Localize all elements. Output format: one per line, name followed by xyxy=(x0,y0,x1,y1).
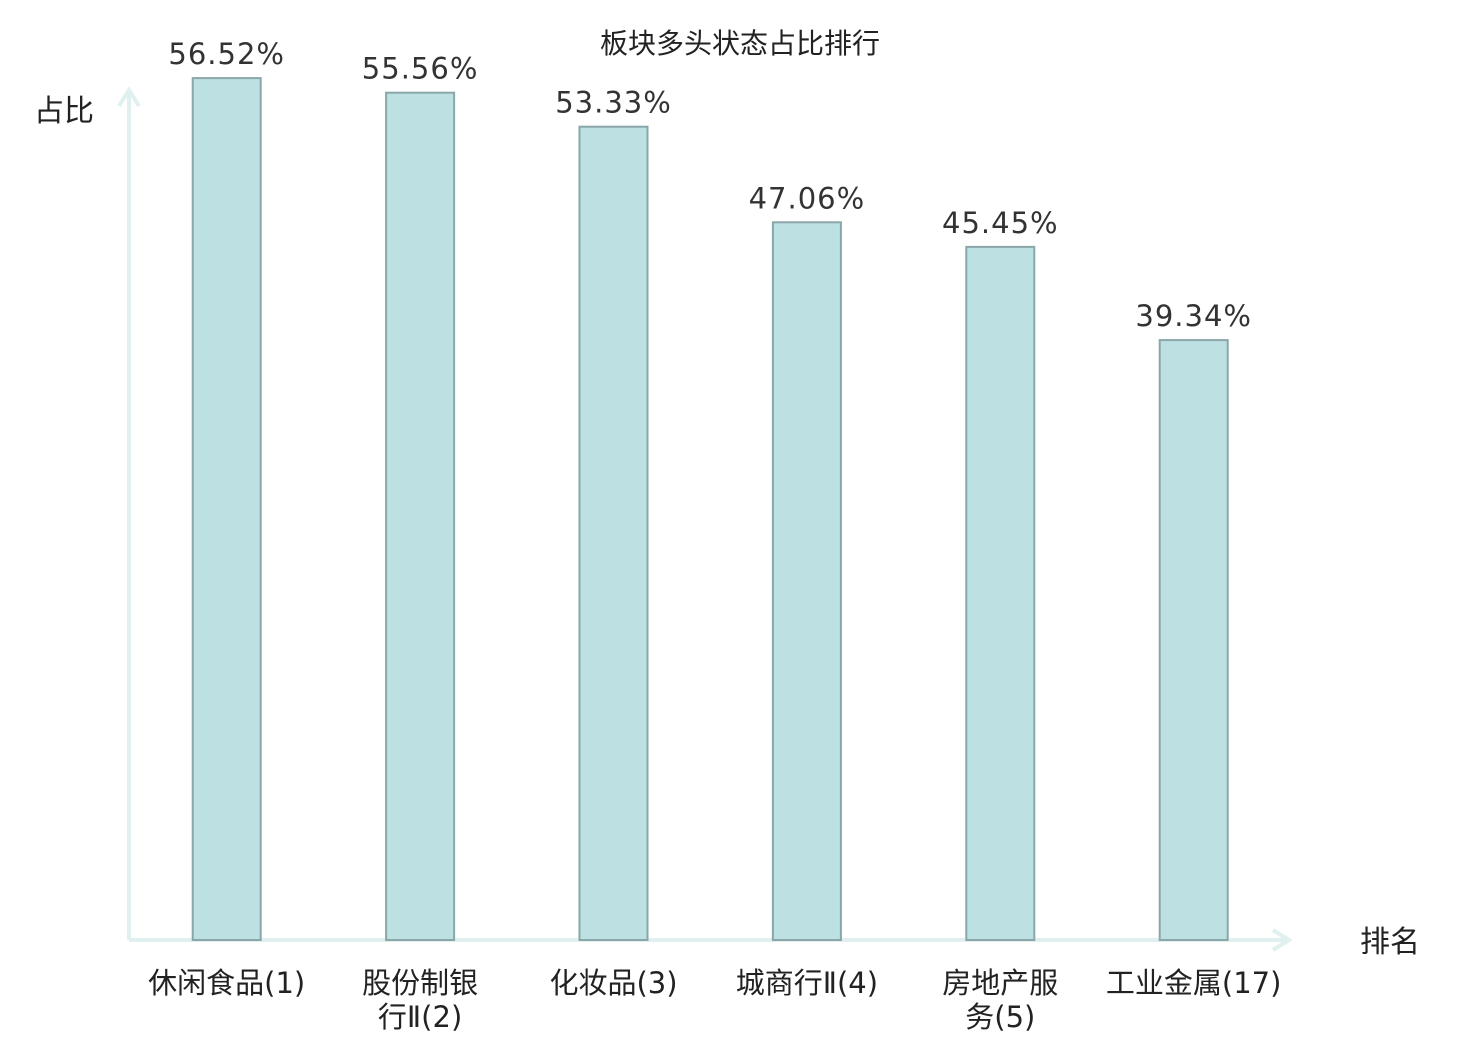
category-label-3: 化妆品(3) xyxy=(549,966,677,1000)
bar-6 xyxy=(1158,339,1229,942)
y-axis-label: 占比 xyxy=(34,94,94,129)
category-label-2-line-2: 行Ⅱ(2) xyxy=(378,1000,462,1034)
category-label-6: 工业金属(17) xyxy=(1106,966,1282,1000)
value-label-1: 56.52% xyxy=(168,37,285,71)
bar-1 xyxy=(191,77,262,942)
category-label-5-line-1: 房地产服 xyxy=(942,966,1058,1000)
bar-5 xyxy=(965,245,1036,941)
chart-title: 板块多头状态占比排行 xyxy=(600,27,880,60)
category-label-1: 休闲食品(1) xyxy=(148,966,305,1000)
y-axis-arrow xyxy=(117,86,141,108)
category-label-2-line-1: 股份制银 xyxy=(362,966,478,1000)
value-labels-group: 56.52% 55.56% 53.33% 47.06% 45.45% 39.34% xyxy=(168,37,1252,333)
x-axis-label: 排名 xyxy=(1360,925,1420,960)
value-label-4: 47.06% xyxy=(749,181,866,215)
bar-4 xyxy=(771,221,842,942)
value-label-2: 55.56% xyxy=(362,52,479,86)
value-label-3: 53.33% xyxy=(555,86,672,120)
value-label-5: 45.45% xyxy=(942,206,1059,240)
bar-3 xyxy=(578,125,649,941)
x-axis-arrow xyxy=(1271,928,1293,952)
category-label-4: 城商行Ⅱ(4) xyxy=(736,966,878,1000)
bars-group xyxy=(191,77,1229,942)
bar-2 xyxy=(385,91,456,941)
axes xyxy=(117,86,1293,952)
value-label-6: 39.34% xyxy=(1135,299,1252,333)
category-label-5-line-2: 务(5) xyxy=(965,1000,1035,1034)
